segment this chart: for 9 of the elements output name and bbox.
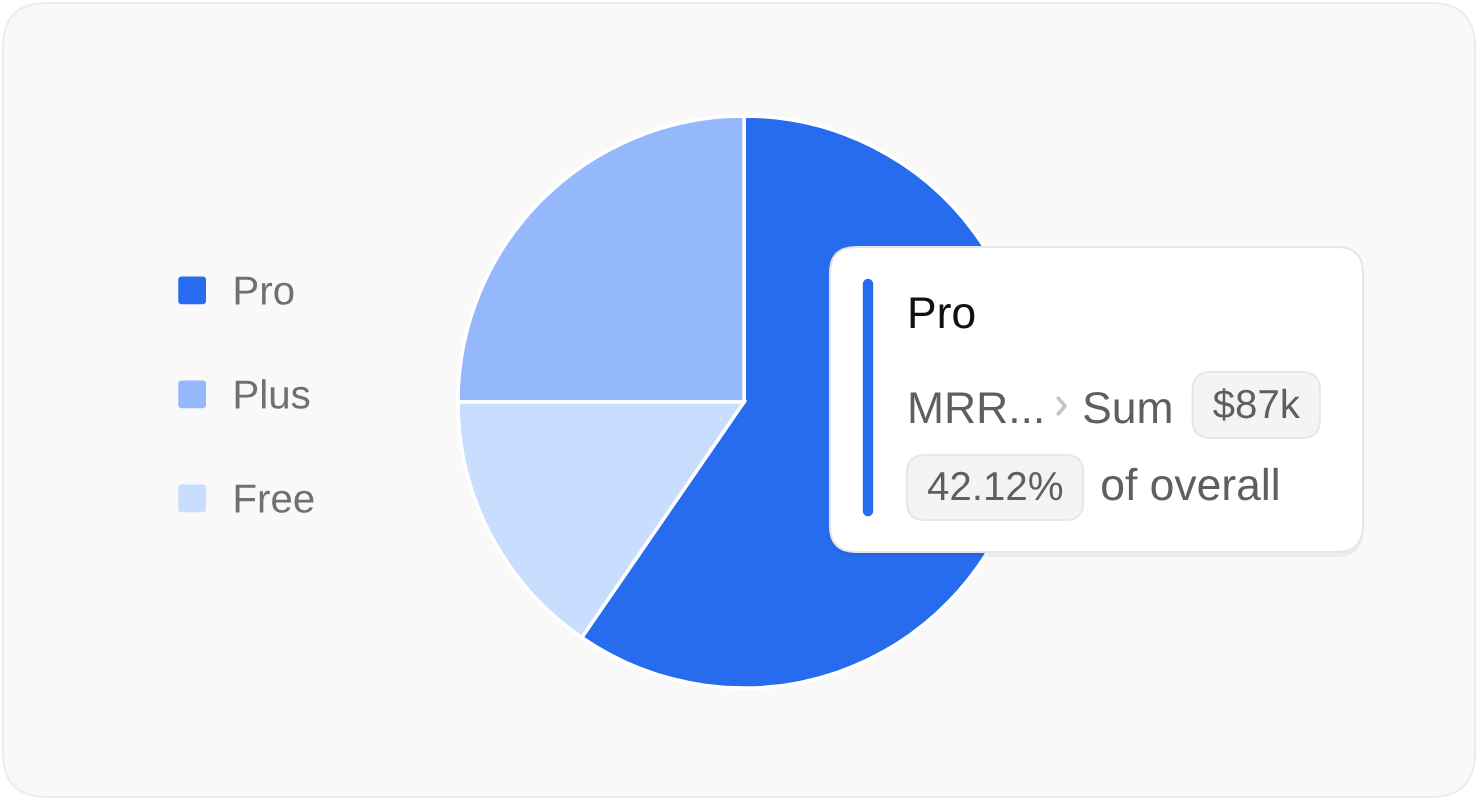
text: 42.12% (927, 471, 1063, 501)
text: $87k (1213, 388, 1301, 421)
text: Pro (910, 297, 975, 329)
legend-label: Free (235, 484, 314, 513)
text: MRR... (910, 392, 1042, 423)
text: Sum (1084, 391, 1171, 424)
text: of overall (1102, 467, 1278, 501)
legend-label: Pro (235, 276, 294, 305)
legend-label: Plus (235, 379, 310, 409)
